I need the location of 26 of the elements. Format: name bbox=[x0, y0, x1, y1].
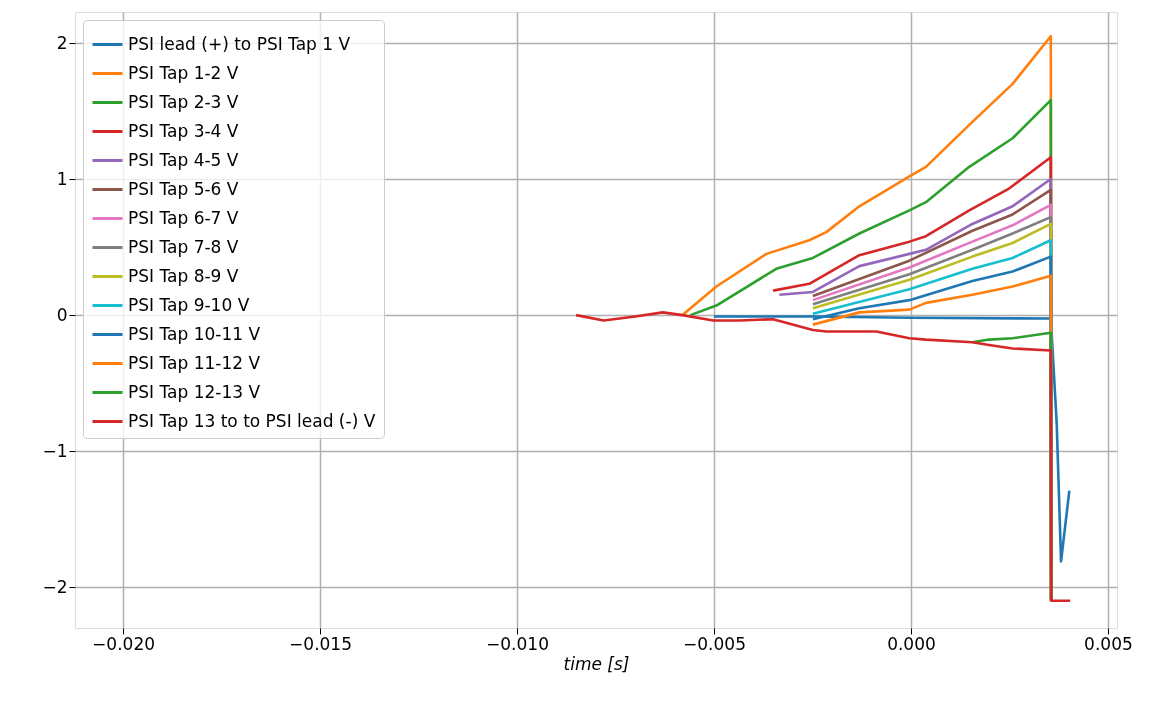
legend-label: PSI Tap 4-5 V bbox=[128, 149, 239, 170]
legend-label: PSI Tap 13 to to PSI lead (-) V bbox=[128, 410, 376, 431]
legend-label: PSI Tap 6-7 V bbox=[128, 207, 239, 228]
x-tick-label: −0.010 bbox=[486, 633, 549, 654]
legend-label: PSI Tap 3-4 V bbox=[128, 120, 239, 141]
y-tick-label: 1 bbox=[56, 168, 68, 189]
x-tick-label: 0.000 bbox=[887, 633, 936, 654]
legend-label: PSI Tap 10-11 V bbox=[128, 323, 261, 344]
legend-label: PSI Tap 9-10 V bbox=[128, 294, 250, 315]
legend-label: PSI Tap 7-8 V bbox=[128, 236, 239, 257]
x-axis-title: time [s] bbox=[563, 653, 630, 674]
legend-label: PSI Tap 2-3 V bbox=[128, 91, 239, 112]
x-tick-label: 0.005 bbox=[1084, 633, 1133, 654]
legend-label: PSI Tap 1-2 V bbox=[128, 62, 239, 83]
legend-label: PSI Tap 11-12 V bbox=[128, 352, 261, 373]
legend-label: PSI lead (+) to PSI Tap 1 V bbox=[128, 33, 351, 54]
x-tick-label: −0.020 bbox=[92, 633, 156, 654]
y-tick-label: −1 bbox=[42, 440, 68, 461]
y-tick-label: −2 bbox=[42, 576, 68, 597]
legend-label: PSI Tap 8-9 V bbox=[128, 265, 239, 286]
legend-label: PSI Tap 5-6 V bbox=[128, 178, 239, 199]
x-tick-label: −0.015 bbox=[289, 633, 352, 654]
x-tick-label: −0.005 bbox=[683, 633, 746, 654]
y-tick-label: 2 bbox=[56, 32, 68, 53]
y-tick-label: 0 bbox=[56, 304, 68, 325]
legend-label: PSI Tap 12-13 V bbox=[128, 381, 261, 402]
